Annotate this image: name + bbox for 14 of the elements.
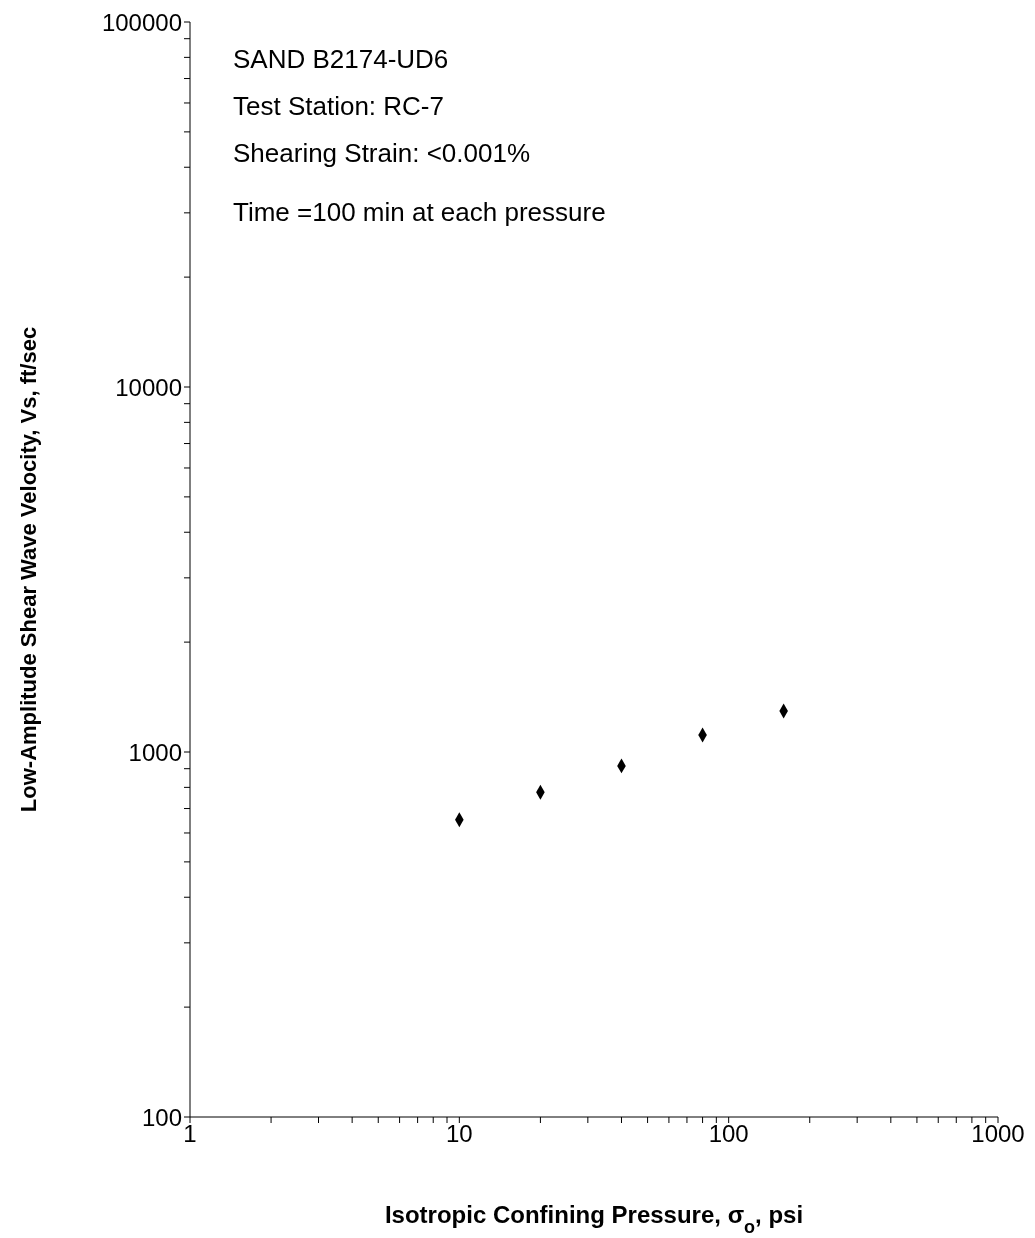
annotation: Time =100 min at each pressure [233, 196, 606, 229]
annotation: Shearing Strain: <0.001% [233, 137, 532, 170]
y-axis-title: Low-Amplitude Shear Wave Velocity, Vs, ft/sec [16, 326, 41, 813]
x-tick-label: 100 [708, 1120, 749, 1148]
y-tick-label: 10000 [115, 373, 182, 401]
x-tick-label: 1 [183, 1120, 197, 1148]
y-tick-label: 1000 [128, 738, 182, 766]
y-tick-label: 100 [141, 1103, 182, 1131]
x-tick-label: 10 [445, 1120, 473, 1148]
annotation: Test Station: RC-7 [233, 90, 445, 123]
x-axis-title: Isotropic Confining Pressure, σ$_{o}$, psi [384, 1201, 804, 1237]
y-tick-label: 100000 [101, 8, 182, 36]
annotation: SAND B2174-UD6 [233, 43, 450, 76]
x-tick-label: 1000 [971, 1120, 1025, 1148]
